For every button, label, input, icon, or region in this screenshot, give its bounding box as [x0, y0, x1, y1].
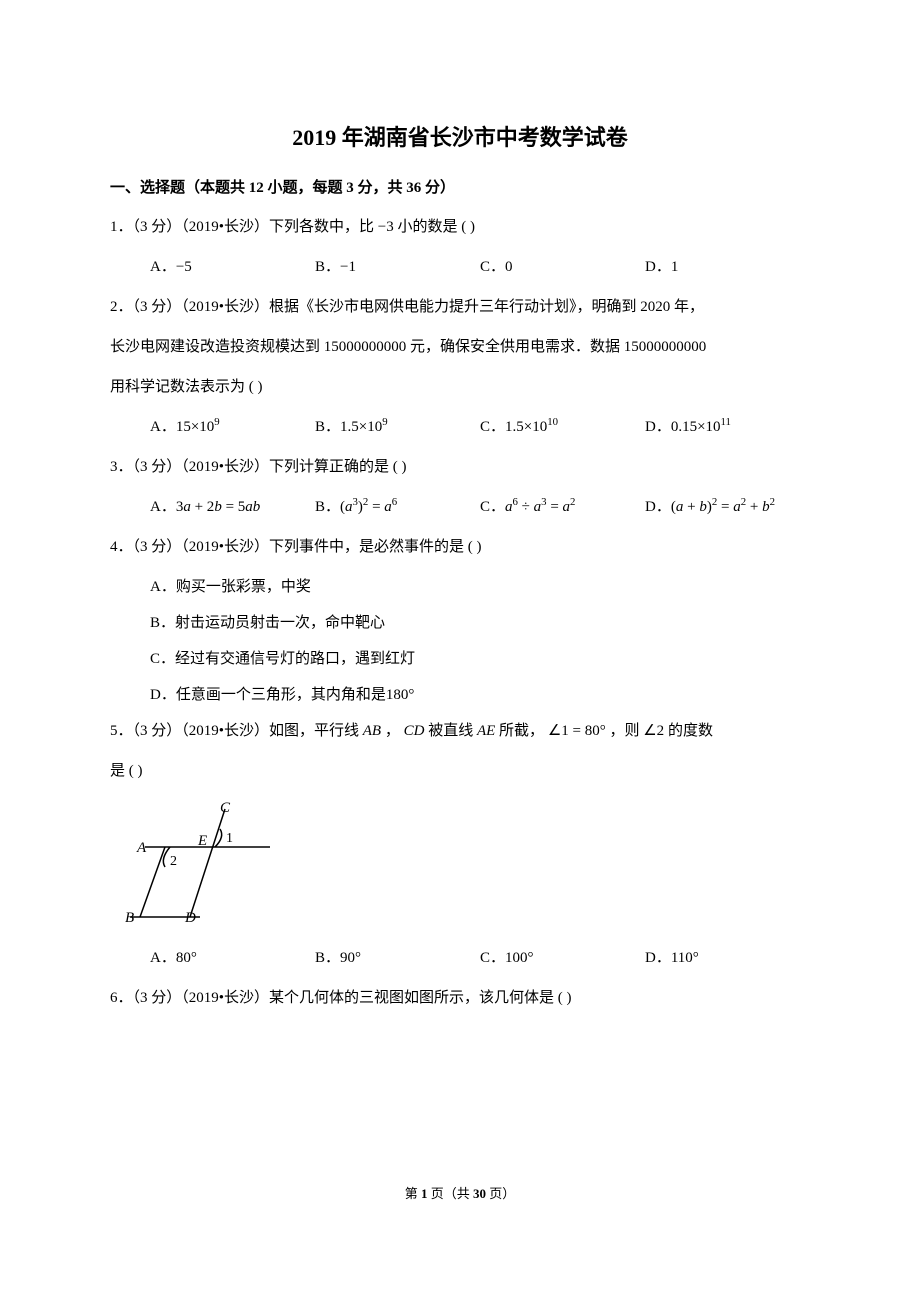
page-title: 2019 年湖南省长沙市中考数学试卷 [110, 120, 810, 152]
q5-option-b: B．90° [315, 940, 480, 976]
q4-option-b: B．射击运动员射击一次，命中靶心 [150, 605, 810, 641]
q1-option-d: D．1 [645, 249, 810, 285]
q2-option-b: B．1.5×109 [315, 409, 480, 445]
page-footer: 第 1 页（共 30 页） [0, 1183, 920, 1202]
q4-options: A．购买一张彩票，中奖 B．射击运动员射击一次，命中靶心 C．经过有交通信号灯的… [110, 569, 810, 713]
q4-stem: 4．（3 分）（2019•长沙）下列事件中，是必然事件的是 ( ) [110, 529, 810, 565]
label-D: D [184, 910, 196, 926]
section-header: 一、选择题（本题共 12 小题，每题 3 分，共 36 分） [110, 176, 810, 197]
q5-option-c: C．100° [480, 940, 645, 976]
q2-option-d: D．0.15×1011 [645, 409, 810, 445]
label-A: A [136, 840, 147, 856]
label-C: C [220, 800, 231, 816]
q3-options: A．3a + 2b = 5ab B．(a3)2 = a6 C．a6 ÷ a3 =… [110, 489, 810, 525]
q1-stem: 1．（3 分）（2019•长沙）下列各数中，比 −3 小的数是 ( ) [110, 209, 810, 245]
q5-option-a: A．80° [150, 940, 315, 976]
q2-line3: 用科学记数法表示为 ( ) [110, 369, 810, 405]
q5-figure: A B C D E 1 2 [120, 797, 810, 932]
label-angle1: 1 [226, 831, 233, 846]
q5-line2: 是 ( ) [110, 753, 810, 789]
q2-option-c: C．1.5×1010 [480, 409, 645, 445]
q4-option-d: D．任意画一个三角形，其内角和是180° [150, 677, 810, 713]
q2-option-a: A．15×109 [150, 409, 315, 445]
q5-options: A．80° B．90° C．100° D．110° [110, 940, 810, 976]
q1-option-c: C．0 [480, 249, 645, 285]
q3-option-c: C．a6 ÷ a3 = a2 [480, 489, 645, 525]
q3-stem: 3．（3 分）（2019•长沙）下列计算正确的是 ( ) [110, 449, 810, 485]
q1-options: A．−5 B．−1 C．0 D．1 [110, 249, 810, 285]
label-angle2: 2 [170, 854, 177, 869]
q2-options: A．15×109 B．1.5×109 C．1.5×1010 D．0.15×101… [110, 409, 810, 445]
q5-option-d: D．110° [645, 940, 810, 976]
q1-option-a: A．−5 [150, 249, 315, 285]
q5-line1: 5．（3 分）（2019•长沙）如图，平行线 AB ， CD 被直线 AE 所截… [110, 713, 810, 749]
label-B: B [125, 910, 134, 926]
q3-option-d: D．(a + b)2 = a2 + b2 [645, 489, 810, 525]
q4-option-c: C．经过有交通信号灯的路口，遇到红灯 [150, 641, 810, 677]
q6-stem: 6．（3 分）（2019•长沙）某个几何体的三视图如图所示，该几何体是 ( ) [110, 980, 810, 1016]
q1-option-b: B．−1 [315, 249, 480, 285]
label-E: E [197, 833, 207, 849]
q2-line1: 2．（3 分）（2019•长沙）根据《长沙市电网供电能力提升三年行动计划》，明确… [110, 289, 810, 325]
q4-option-a: A．购买一张彩票，中奖 [150, 569, 810, 605]
q3-option-b: B．(a3)2 = a6 [315, 489, 480, 525]
q3-option-a: A．3a + 2b = 5ab [150, 489, 315, 525]
q2-line2: 长沙电网建设改造投资规模达到 15000000000 元，确保安全供用电需求．数… [110, 329, 810, 365]
